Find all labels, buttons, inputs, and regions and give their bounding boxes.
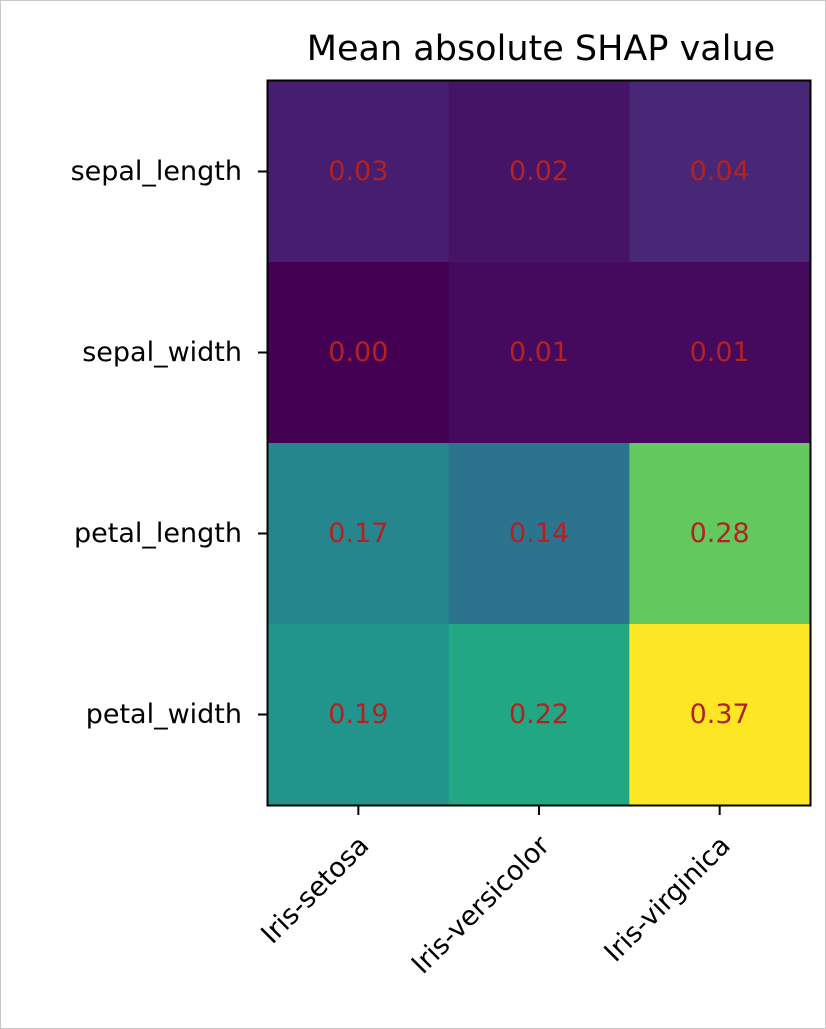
cell-value-label: 0.14 [509, 518, 569, 549]
heatmap-cell [629, 443, 811, 625]
heatmap-cell [448, 443, 630, 625]
cell-value-label: 0.04 [690, 156, 750, 187]
heatmap-cell [629, 81, 811, 263]
heatmap-cell [448, 262, 630, 444]
x-axis: Iris-setosa Iris-versicolor Iris-virginica [255, 805, 737, 980]
y-tick-label: sepal_length [71, 156, 242, 187]
heatmap-cell [268, 443, 450, 625]
heatmap-cell [448, 81, 630, 263]
y-axis: sepal_length sepal_width petal_lengthpetal… [71, 156, 268, 730]
y-tick-label: petal_width [86, 699, 242, 730]
heatmap-cell [268, 624, 450, 806]
x-tick-label: Iris-versicolor [406, 829, 557, 980]
heatmap-cell [268, 81, 450, 263]
heatmap-cell [448, 624, 630, 806]
cell-value-label: 0.28 [690, 518, 750, 549]
cell-value-label: 0.22 [509, 699, 569, 730]
heatmap-cell [268, 262, 450, 444]
cell-value-label: 0.00 [328, 337, 388, 368]
y-tick-label: sepal_width [82, 337, 242, 368]
chart-title: Mean absolute SHAP value [307, 29, 775, 69]
cell-value-label: 0.01 [509, 337, 569, 368]
y-tick-label: petal_length [74, 518, 242, 549]
cell-value-label: 0.01 [690, 337, 750, 368]
heatmap-cell [629, 262, 811, 444]
heatmap-cell-labels: 0.03 0.02 0.04 0.00 0.01 0.01 0.17 0.14 0.28 0.19… [328, 156, 749, 730]
cell-value-label: 0.02 [509, 156, 569, 187]
x-tick-label: Iris-setosa [255, 830, 375, 950]
x-tick-label: Iris-virginica [598, 830, 736, 968]
cell-value-label: 0.17 [328, 518, 388, 549]
cell-value-label: 0.37 [690, 699, 750, 730]
heatmap-cells [268, 81, 811, 806]
cell-value-label: 0.03 [328, 156, 388, 187]
heatmap-cell [629, 624, 811, 806]
cell-value-label: 0.19 [328, 699, 388, 730]
